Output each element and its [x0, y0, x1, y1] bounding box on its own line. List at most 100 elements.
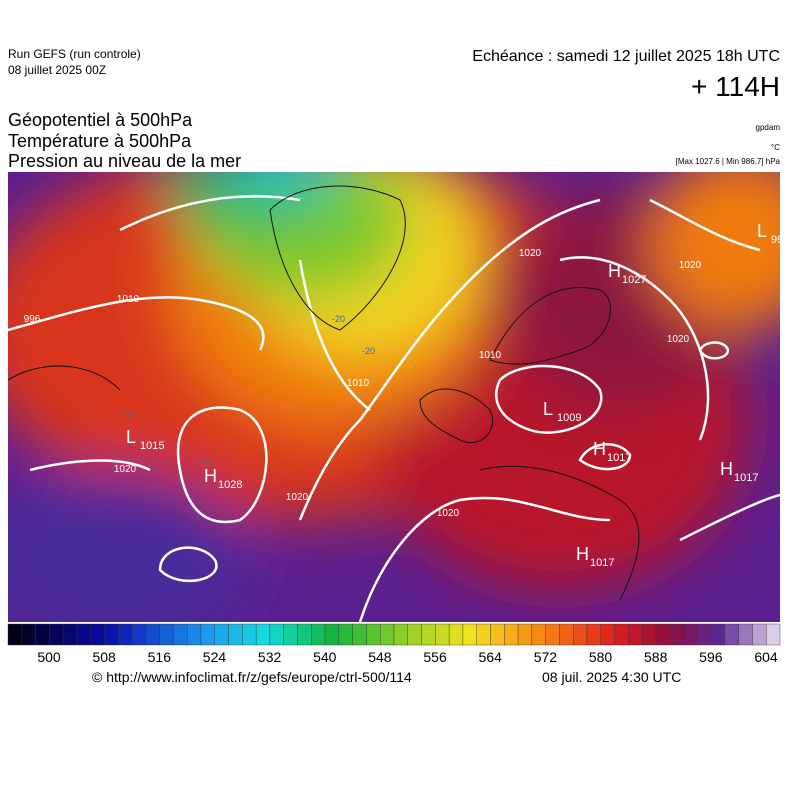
colorbar-swatch	[242, 623, 257, 646]
coastlines	[8, 185, 640, 601]
colorbar-swatch	[104, 623, 119, 646]
isobar-label: 1010	[479, 350, 502, 361]
colorbar-swatch	[517, 623, 533, 646]
colorbar-swatch	[283, 623, 298, 646]
temperature-label: -10	[120, 410, 133, 420]
colorbar-tick-label: 604	[754, 649, 778, 665]
colorbar-swatch	[462, 623, 477, 646]
colorbar-swatch	[559, 623, 574, 646]
colorbar-tick-label: 556	[423, 649, 447, 665]
colorbar-swatch	[421, 623, 436, 646]
colorbar-swatch	[655, 623, 670, 646]
colorbar-swatch	[145, 623, 160, 646]
center-type: H	[593, 439, 606, 459]
colorbar-tick-label: 532	[258, 649, 282, 665]
colorbar-swatch	[200, 623, 215, 646]
center-value: 1027	[622, 274, 646, 286]
unit-label: °C	[771, 143, 780, 152]
colorbar-swatch	[214, 623, 229, 646]
colorbar-swatch	[697, 623, 712, 646]
isobars	[8, 195, 780, 622]
center-value: 1028	[218, 479, 242, 491]
colorbar-swatch	[490, 623, 505, 646]
colorbar-tick-label: 540	[313, 649, 337, 665]
colorbar-swatch	[628, 623, 643, 646]
colorbar-swatch	[586, 623, 601, 646]
colorbar-swatch	[338, 623, 353, 646]
colorbar-tick-label: 500	[37, 649, 61, 665]
colorbar-swatch	[393, 623, 408, 646]
unit-label: gpdam	[756, 123, 781, 132]
center-type: L	[757, 221, 767, 241]
colorbar-swatch	[118, 623, 133, 646]
colorbar-tick-label: 508	[92, 649, 116, 665]
isobar-label: 1020	[667, 334, 690, 345]
colorbar-swatch	[76, 623, 91, 646]
colorbar-swatch	[407, 623, 422, 646]
isobar-label: 1010	[347, 378, 370, 389]
colorbar-swatch	[255, 623, 271, 646]
colorbar-swatch	[573, 623, 588, 646]
colorbar-swatch	[476, 623, 491, 646]
isobar-label: 1020	[519, 248, 542, 259]
colorbar-swatch	[187, 623, 202, 646]
center-value: 1017	[734, 472, 758, 484]
colorbar-swatch	[710, 623, 726, 646]
center-type: H	[720, 459, 733, 479]
isobar-label: 1010	[117, 294, 140, 305]
center-value: 1017	[590, 557, 614, 569]
center-value: 1009	[557, 412, 581, 424]
colorbar-tick-label: 548	[368, 649, 392, 665]
generated-date: 08 juil. 2025 4:30 UTC	[542, 669, 681, 685]
colorbar-swatch	[683, 623, 698, 646]
colorbar-swatch	[724, 623, 739, 646]
colorbar-swatch	[131, 623, 147, 646]
colorbar-swatch	[90, 623, 105, 646]
colorbar-tick-label: 580	[589, 649, 613, 665]
isobar-label: 996	[24, 314, 41, 325]
center-value: 1015	[140, 440, 164, 452]
lead-time: + 114H	[691, 71, 780, 102]
colorbar-swatch	[352, 623, 367, 646]
colorbar-swatch	[641, 623, 657, 646]
colorbar-swatch	[435, 623, 450, 646]
center-type: L	[126, 427, 136, 447]
colorbar-swatch	[228, 623, 243, 646]
title-line: Température à 500hPa	[8, 131, 192, 151]
valid-time: Echéance : samedi 12 juillet 2025 18h UT…	[472, 48, 780, 65]
colorbar-swatch	[669, 623, 684, 646]
colorbar-swatch	[531, 623, 546, 646]
center-value: 99	[771, 234, 783, 246]
isobar-label: 1020	[114, 464, 137, 475]
colorbar-swatch	[545, 623, 560, 646]
colorbar-swatch	[7, 623, 22, 646]
isobar-label: 1020	[437, 508, 460, 519]
center-type: L	[543, 399, 553, 419]
temperature-label: -20	[332, 314, 345, 324]
isobar-label: 1020	[286, 492, 309, 503]
colorbar-swatch	[173, 623, 188, 646]
colorbar-swatch	[21, 623, 36, 646]
colorbar-swatch	[159, 623, 174, 646]
colorbar-swatch	[62, 623, 78, 646]
colorbar-tick-label: 524	[203, 649, 227, 665]
colorbar-swatch	[752, 623, 767, 646]
colorbar-swatch	[448, 623, 464, 646]
colorbar-tick-label: 572	[534, 649, 558, 665]
colorbar-tick-label: 588	[644, 649, 668, 665]
center-value: 1017	[607, 452, 631, 464]
colorbar-swatch	[600, 623, 615, 646]
source-url: © http://www.infoclimat.fr/z/gefs/europe…	[92, 669, 412, 685]
colorbar-swatch	[614, 623, 629, 646]
colorbar-tick-label: 516	[148, 649, 172, 665]
colorbar-swatch	[380, 623, 395, 646]
colorbar-swatch	[35, 623, 50, 646]
temperature-label: -20	[362, 346, 375, 356]
colorbar-swatch	[366, 623, 381, 646]
unit-label: [Max 1027.6 | Min 986.7] hPa	[676, 157, 781, 166]
colorbar-swatch	[324, 623, 340, 646]
colorbar-swatch	[269, 623, 284, 646]
isobar-label: 1020	[679, 260, 702, 271]
